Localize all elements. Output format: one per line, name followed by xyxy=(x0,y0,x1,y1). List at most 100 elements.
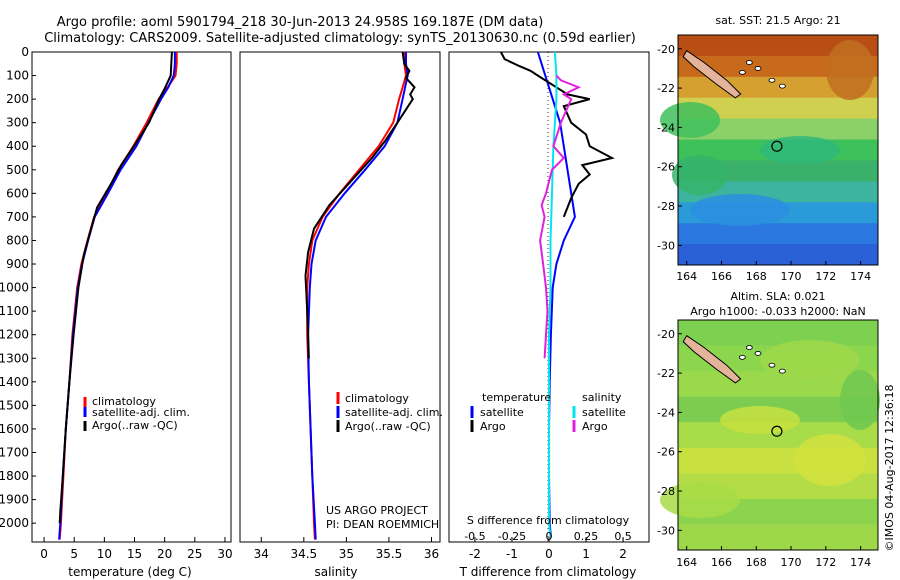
legend-t-satellite: satellite xyxy=(480,406,524,419)
depth-tick-label-6: 600 xyxy=(6,186,29,200)
sst-field-band-4 xyxy=(678,118,878,140)
sla-xtick-label-3: 170 xyxy=(781,556,802,569)
temperature-legend-satellite: satellite-adj. clim. xyxy=(92,406,190,419)
s-difference-axis-label: S difference from climatology xyxy=(467,514,630,527)
sst-argo-marker xyxy=(771,140,783,152)
sla-field-band-8 xyxy=(678,524,878,551)
depth-tick-label-12: 1200 xyxy=(0,328,29,342)
sst-ytick-label-2: -24 xyxy=(657,121,675,134)
sst-island xyxy=(682,49,742,99)
header-line1: Argo profile: aoml 5901794_218 30-Jun-20… xyxy=(57,15,544,30)
legend-t-argo: Argo xyxy=(480,420,506,433)
sst-ytick-label-0: -20 xyxy=(657,43,675,56)
project-line1: US ARGO PROJECT xyxy=(326,504,428,517)
depth-tick-label-13: 1300 xyxy=(0,351,29,365)
temperature-plot-frame xyxy=(31,51,232,543)
sla-islet-2 xyxy=(738,354,746,360)
difference-legend: temperature salinity satellite Argo sate… xyxy=(470,391,626,433)
salinity-xtick-label-4: 36 xyxy=(424,547,439,561)
depth-tick-label-4: 400 xyxy=(6,139,29,153)
sla-blotch-1 xyxy=(720,406,800,434)
imos-credit: ©IMOS 04-Aug-2017 12:36:18 xyxy=(883,385,896,552)
sst-field-band-6 xyxy=(678,160,878,182)
salinity-xtick-label-3: 35.5 xyxy=(376,547,403,561)
sst-blotch-0 xyxy=(660,102,720,138)
sst-map-title: sat. SST: 21.5 Argo: 21 xyxy=(715,14,840,27)
difference-xtick-label-0: -2 xyxy=(469,547,481,561)
sla-xtick-label-0: 164 xyxy=(676,556,697,569)
legend-temperature-title: temperature xyxy=(482,391,551,404)
sst-islet-2 xyxy=(738,69,746,75)
sla-xtick-label-5: 174 xyxy=(850,556,871,569)
sla-map-title: Altim. SLA: 0.021 xyxy=(730,290,825,303)
salinity-xtick-label-1: 34.5 xyxy=(290,547,317,561)
sla-frame xyxy=(677,319,879,551)
sst-ytick-label-5: -30 xyxy=(657,239,675,252)
temperature-xtick-label-5: 25 xyxy=(187,547,202,561)
sst-islet-1 xyxy=(754,66,762,71)
temperature-xtick-label-4: 20 xyxy=(157,547,172,561)
sst-ytick-label-4: -28 xyxy=(657,200,675,213)
difference-panel: -2 -1 0 1 2 S difference from climatology -0… xyxy=(448,51,650,579)
temperature-xtick-label-1: 5 xyxy=(70,547,78,561)
depth-tick-label-9: 900 xyxy=(6,257,29,271)
sst-xtick-label-4: 172 xyxy=(815,270,836,283)
depth-tick-label-3: 300 xyxy=(6,116,29,130)
temperature-series-2 xyxy=(58,51,173,524)
sla-islet-4 xyxy=(778,368,786,374)
difference-series-2 xyxy=(548,51,558,538)
depth-tick-label-0: 0 xyxy=(21,45,29,59)
difference-series-1 xyxy=(500,51,615,218)
depth-tick-label-1: 100 xyxy=(6,69,29,83)
salinity-plot-frame xyxy=(239,51,441,543)
salinity-axis-label: salinity xyxy=(314,565,357,579)
sla-field-band-0 xyxy=(678,320,878,347)
salinity-xtick-label-2: 35 xyxy=(339,547,354,561)
sla-ytick-label-5: -30 xyxy=(657,524,675,537)
s-diff-tick-label-2: 0 xyxy=(546,530,553,543)
sst-xtick-label-5: 174 xyxy=(850,270,871,283)
sla-argo-marker xyxy=(771,425,783,437)
sla-ytick-label-2: -24 xyxy=(657,406,675,419)
temperature-xtick-label-0: 0 xyxy=(40,547,48,561)
salinity-legend: climatology satellite-adj. clim. Argo(..… xyxy=(336,392,443,433)
depth-tick-label-8: 800 xyxy=(6,233,29,247)
sla-ytick-label-0: -20 xyxy=(657,328,675,341)
salinity-legend-climatology: climatology xyxy=(345,392,409,405)
sla-xtick-label-2: 168 xyxy=(746,556,767,569)
sst-xtick-label-2: 168 xyxy=(746,270,767,283)
depth-tick-label-2: 200 xyxy=(6,92,29,106)
sst-blotch-3 xyxy=(826,40,874,100)
sst-ytick-label-3: -26 xyxy=(657,161,675,174)
sla-blotch-2 xyxy=(794,434,866,486)
temperature-legend-argo: Argo(..raw -QC) xyxy=(92,419,178,432)
difference-xtick-label-1: -1 xyxy=(506,547,518,561)
sst-islet-0 xyxy=(745,60,753,65)
difference-xtick-label-3: 1 xyxy=(582,547,590,561)
s-diff-tick-label-4: 0.5 xyxy=(614,530,632,543)
sla-ytick-label-4: -28 xyxy=(657,485,675,498)
sla-blotch-0 xyxy=(760,340,860,380)
depth-tick-label-10: 1000 xyxy=(0,281,29,295)
sst-blotch-2 xyxy=(690,194,790,226)
legend-s-argo: Argo xyxy=(582,420,608,433)
sst-map: sat. SST: 21.5 Argo: 21 164 166 168 170 172 1… xyxy=(657,14,879,283)
temperature-xtick-label-2: 10 xyxy=(97,547,112,561)
depth-tick-label-14: 1400 xyxy=(0,375,29,389)
depth-tick-label-18: 1800 xyxy=(0,469,29,483)
header-line2: Climatology: CARS2009. Satellite-adjuste… xyxy=(44,31,636,46)
sla-map: Altim. SLA: 0.021 Argo h1000: -0.033 h20… xyxy=(657,290,880,569)
sla-islet-1 xyxy=(754,351,762,356)
sst-xtick-label-0: 164 xyxy=(676,270,697,283)
sst-field-band-9 xyxy=(678,223,878,245)
difference-series-3 xyxy=(539,74,582,359)
difference-xtick-label-2: 0 xyxy=(545,547,553,561)
temperature-xtick-label-6: 30 xyxy=(217,547,232,561)
salinity-legend-satellite: satellite-adj. clim. xyxy=(345,406,443,419)
sla-ytick-label-1: -22 xyxy=(657,367,675,380)
sst-blotch-4 xyxy=(672,155,728,195)
sst-field-band-0 xyxy=(678,35,878,57)
depth-tick-label-16: 1600 xyxy=(0,422,29,436)
salinity-panel: 34 34.5 35 35.5 36 salinity climatology sate… xyxy=(239,51,443,579)
